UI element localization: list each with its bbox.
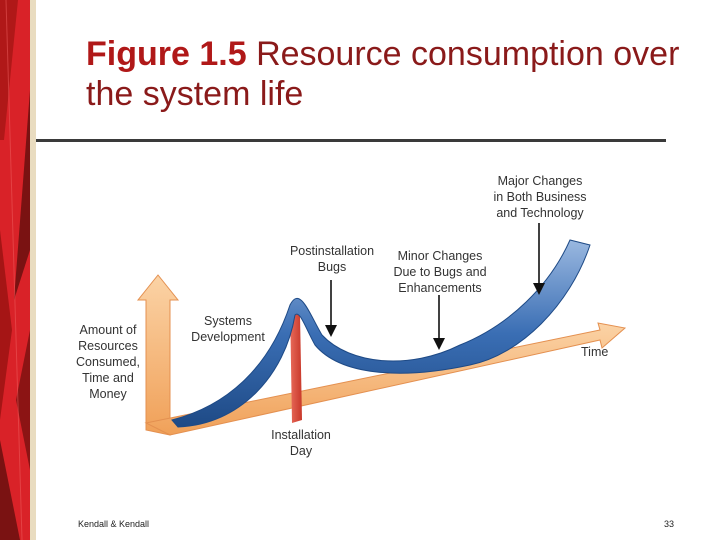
installation-day-marker [290, 305, 302, 423]
title-rule [36, 139, 666, 142]
time-axis-label: Time [581, 345, 609, 359]
footer-credit: Kendall & Kendall [78, 519, 150, 529]
systems-development-label: Systems Development [191, 314, 265, 344]
decorative-band [30, 0, 36, 540]
title-figure-number: Figure 1.5 [86, 35, 247, 73]
major-changes-pointer-arrow [533, 223, 545, 295]
slide-title: Figure 1.5 Resource consumption over the… [86, 34, 696, 114]
resource-curve [171, 239, 591, 428]
page-number: 33 [664, 519, 675, 529]
decorative-side-strip [0, 0, 30, 540]
resource-consumption-diagram [136, 223, 627, 436]
bugs-pointer-arrow [325, 280, 337, 337]
minor-changes-label: Minor Changes Due to Bugs and Enhancemen… [393, 249, 487, 295]
title-text: Resource consumption over the system lif… [86, 35, 680, 113]
postinstallation-bugs-label: Postinstallation Bugs [289, 244, 375, 274]
vertical-axis-arrow [136, 274, 180, 436]
minor-changes-pointer-arrow [433, 295, 445, 350]
y-axis-label: Amount of Resources Consumed, Time and M… [76, 323, 140, 401]
major-changes-label: Major Changes in Both Business and Techn… [493, 174, 587, 220]
installation-day-label: Installation Day [271, 428, 331, 458]
